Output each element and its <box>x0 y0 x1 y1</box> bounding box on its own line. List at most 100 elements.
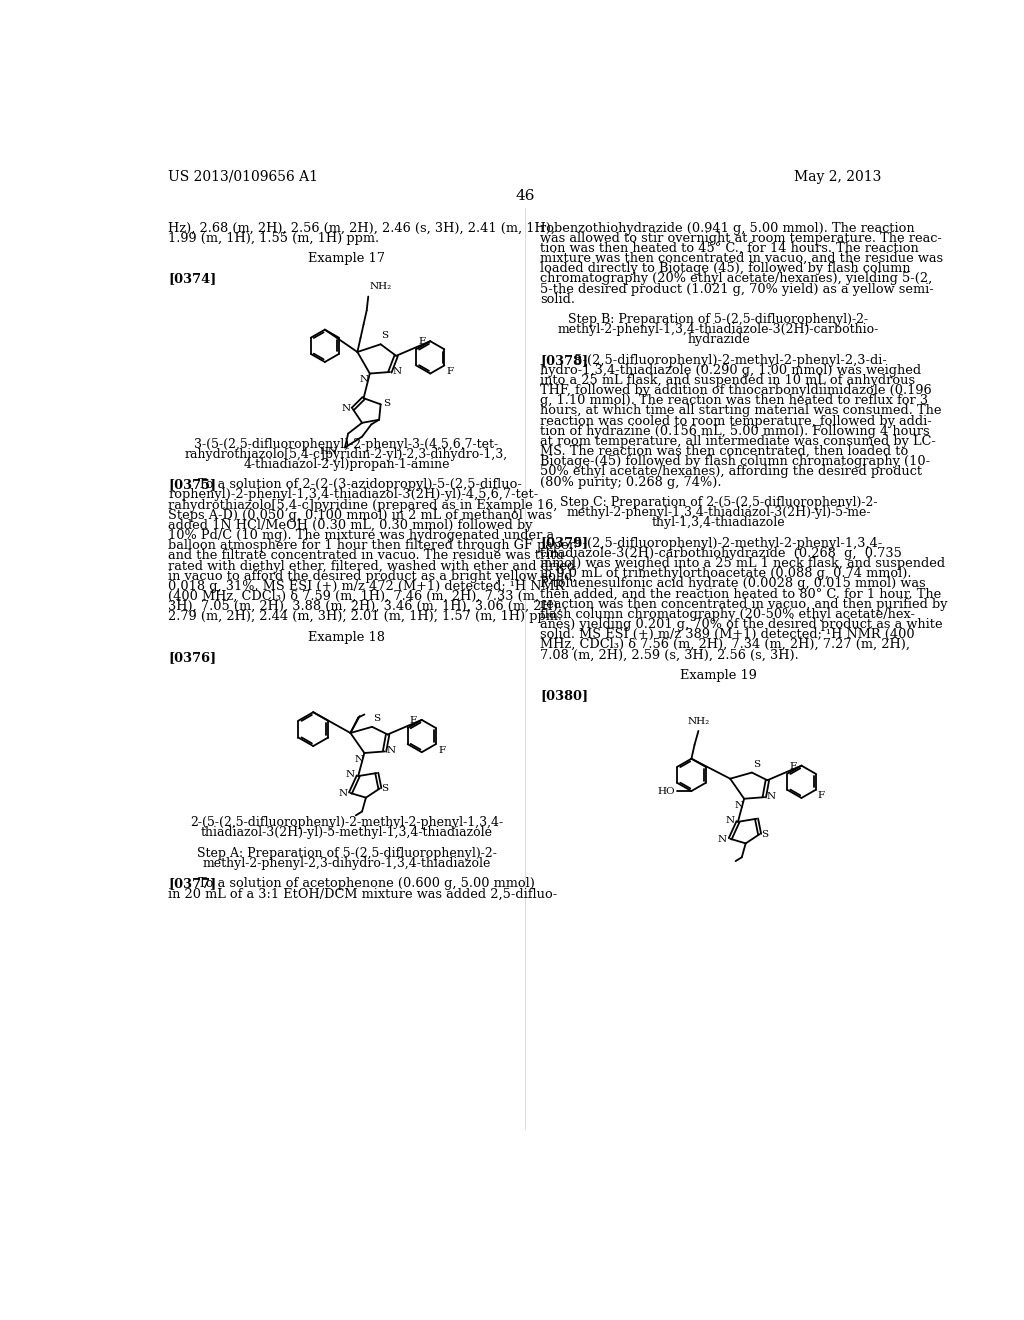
Text: anes) yielding 0.201 g, 70% of the desired product as a white: anes) yielding 0.201 g, 70% of the desir… <box>541 618 943 631</box>
Text: 2-(5-(2,5-difluorophenyl)-2-methyl-2-phenyl-1,3,4-: 2-(5-(2,5-difluorophenyl)-2-methyl-2-phe… <box>190 816 503 829</box>
Text: N: N <box>726 816 735 825</box>
Text: [0375]: [0375] <box>168 478 216 491</box>
Text: S: S <box>381 784 388 793</box>
Text: F: F <box>419 337 426 346</box>
Text: F: F <box>790 762 797 771</box>
Text: 4-thiadiazol-2-yl)propan-1-amine: 4-thiadiazol-2-yl)propan-1-amine <box>244 458 450 471</box>
Text: 5-(2,5-difluorophenyl)-2-methyl-2-phenyl-1,3,4-: 5-(2,5-difluorophenyl)-2-methyl-2-phenyl… <box>566 537 883 549</box>
Text: S: S <box>753 760 760 768</box>
Text: rophenyl)-2-phenyl-1,3,4-thiadiazol-3(2H)-yl)-4,5,6,7-tet-: rophenyl)-2-phenyl-1,3,4-thiadiazol-3(2H… <box>168 488 539 502</box>
Text: Step B: Preparation of 5-(2,5-difluorophenyl)-2-: Step B: Preparation of 5-(2,5-difluoroph… <box>568 313 868 326</box>
Text: N: N <box>346 770 355 779</box>
Text: mmol) was weighed into a 25 mL 1 neck flask, and suspended: mmol) was weighed into a 25 mL 1 neck fl… <box>541 557 945 570</box>
Text: tion of hydrazine (0.156 mL, 5.00 mmol). Following 4 hours: tion of hydrazine (0.156 mL, 5.00 mmol).… <box>541 425 930 438</box>
Text: thiadiazole-3(2H)-carbothiohydrazide  (0.268  g,  0.735: thiadiazole-3(2H)-carbothiohydrazide (0.… <box>541 546 902 560</box>
Text: HN: HN <box>319 446 337 455</box>
Text: [0376]: [0376] <box>168 651 216 664</box>
Text: N: N <box>734 801 743 810</box>
Text: rahydrothiazolo[5,4-c]pyridine (prepared as in Example 16,: rahydrothiazolo[5,4-c]pyridine (prepared… <box>168 499 558 512</box>
Text: 5-the desired product (1.021 g, 70% yield) as a yellow semi-: 5-the desired product (1.021 g, 70% yiel… <box>541 282 934 296</box>
Text: hours, at which time all starting material was consumed. The: hours, at which time all starting materi… <box>541 404 942 417</box>
Text: at room temperature, all intermediate was consumed by LC-: at room temperature, all intermediate wa… <box>541 436 936 447</box>
Text: F: F <box>438 746 445 755</box>
Text: methyl-2-phenyl-1,3,4-thiadiazol-3(2H)-yl)-5-me-: methyl-2-phenyl-1,3,4-thiadiazol-3(2H)-y… <box>566 506 870 519</box>
Text: F: F <box>410 715 417 725</box>
Text: Example 19: Example 19 <box>680 669 757 681</box>
Text: balloon atmosphere for 1 hour then filtered through GF paper: balloon atmosphere for 1 hour then filte… <box>168 540 575 552</box>
Text: N: N <box>354 755 364 764</box>
Text: S: S <box>761 830 768 838</box>
Text: 50% ethyl acetate/hexanes), affording the desired product: 50% ethyl acetate/hexanes), affording th… <box>541 466 923 478</box>
Text: loaded directly to Biotage (45), followed by flash column: loaded directly to Biotage (45), followe… <box>541 263 910 275</box>
Text: F: F <box>446 367 454 376</box>
Text: 3H), 7.05 (m, 2H), 3.88 (m, 2H), 3.46 (m, 1H), 3.06 (m, 2H),: 3H), 7.05 (m, 2H), 3.88 (m, 2H), 3.46 (m… <box>168 601 562 614</box>
Text: [0377]: [0377] <box>168 878 216 890</box>
Text: NH₂: NH₂ <box>687 717 710 726</box>
Text: in 9.0 mL of trimethylorthoacetate (0.088 g, 0.74 mmol).: in 9.0 mL of trimethylorthoacetate (0.08… <box>541 568 911 579</box>
Text: To a solution of acetophenone (0.600 g, 5.00 mmol): To a solution of acetophenone (0.600 g, … <box>194 878 535 890</box>
Text: thiadiazol-3(2H)-yl)-5-methyl-1,3,4-thiadiazole: thiadiazol-3(2H)-yl)-5-methyl-1,3,4-thia… <box>201 826 493 840</box>
Text: chromatography (20% ethyl acetate/hexanes), yielding 5-(2,: chromatography (20% ethyl acetate/hexane… <box>541 272 933 285</box>
Text: F: F <box>818 792 825 800</box>
Text: HO: HO <box>657 787 675 796</box>
Text: NH₂: NH₂ <box>370 282 392 292</box>
Text: [0380]: [0380] <box>541 689 589 702</box>
Text: mixture was then concentrated in vacuo, and the residue was: mixture was then concentrated in vacuo, … <box>541 252 943 265</box>
Text: May 2, 2013: May 2, 2013 <box>794 170 882 183</box>
Text: THF, followed by addition of thiocarbonyldiimidazole (0.196: THF, followed by addition of thiocarbony… <box>541 384 932 397</box>
Text: then added, and the reaction heated to 80° C. for 1 hour. The: then added, and the reaction heated to 8… <box>541 587 941 601</box>
Text: methyl-2-phenyl-2,3-dihydro-1,3,4-thiadiazole: methyl-2-phenyl-2,3-dihydro-1,3,4-thiadi… <box>203 857 490 870</box>
Text: [0374]: [0374] <box>168 272 216 285</box>
Text: MS. The reaction was then concentrated, then loaded to: MS. The reaction was then concentrated, … <box>541 445 908 458</box>
Text: reaction was then concentrated in vacuo, and then purified by: reaction was then concentrated in vacuo,… <box>541 598 948 611</box>
Text: Step C: Preparation of 2-(5-(2,5-difluorophenyl)-2-: Step C: Preparation of 2-(5-(2,5-difluor… <box>560 496 878 510</box>
Text: tion was then heated to 45° C., for 14 hours. The reaction: tion was then heated to 45° C., for 14 h… <box>541 242 920 255</box>
Text: [0378]: [0378] <box>541 354 589 367</box>
Text: g, 1.10 mmol). The reaction was then heated to reflux for 3: g, 1.10 mmol). The reaction was then hea… <box>541 395 929 408</box>
Text: rated with diethyl ether, filtered, washed with ether and dried: rated with diethyl ether, filtered, wash… <box>168 560 575 573</box>
Text: hydrazide: hydrazide <box>687 334 750 346</box>
Text: solid. MS ESI (+) m/z 389 (M+1) detected; ¹H NMR (400: solid. MS ESI (+) m/z 389 (M+1) detected… <box>541 628 914 642</box>
Text: 10% Pd/C (10 mg). The mixture was hydrogenated under a: 10% Pd/C (10 mg). The mixture was hydrog… <box>168 529 554 543</box>
Text: added 1N HCl/MeOH (0.30 mL, 0.30 mmol) followed by: added 1N HCl/MeOH (0.30 mL, 0.30 mmol) f… <box>168 519 532 532</box>
Text: and the filtrate concentrated in vacuo. The residue was tritu-: and the filtrate concentrated in vacuo. … <box>168 549 568 562</box>
Text: (80% purity; 0.268 g, 74%).: (80% purity; 0.268 g, 74%). <box>541 475 722 488</box>
Text: [0379]: [0379] <box>541 537 589 549</box>
Text: Step A: Preparation of 5-(2,5-difluorophenyl)-2-: Step A: Preparation of 5-(2,5-difluoroph… <box>197 847 497 859</box>
Text: hydro-1,3,4-thiadiazole (0.290 g, 1.00 mmol) was weighed: hydro-1,3,4-thiadiazole (0.290 g, 1.00 m… <box>541 364 922 376</box>
Text: 2.79 (m, 2H), 2.44 (m, 3H), 2.01 (m, 1H), 1.57 (m, 1H) ppm.: 2.79 (m, 2H), 2.44 (m, 3H), 2.01 (m, 1H)… <box>168 610 562 623</box>
Text: Hz), 2.68 (m, 2H), 2.56 (m, 2H), 2.46 (s, 3H), 2.41 (m, 1H),: Hz), 2.68 (m, 2H), 2.56 (m, 2H), 2.46 (s… <box>168 222 555 235</box>
Text: Example 18: Example 18 <box>308 631 385 644</box>
Text: flash column chromatography (20-50% ethyl acetate/hex-: flash column chromatography (20-50% ethy… <box>541 607 915 620</box>
Text: S: S <box>381 331 388 341</box>
Text: To a solution of 2-(2-(3-azidopropyl)-5-(2,5-difluo-: To a solution of 2-(2-(3-azidopropyl)-5-… <box>194 478 522 491</box>
Text: N: N <box>341 404 350 413</box>
Text: in 20 mL of a 3:1 EtOH/DCM mixture was added 2,5-difluo-: in 20 mL of a 3:1 EtOH/DCM mixture was a… <box>168 887 557 900</box>
Text: S: S <box>383 399 390 408</box>
Text: Example 17: Example 17 <box>308 252 385 265</box>
Text: N: N <box>387 746 396 755</box>
Text: N: N <box>359 375 369 384</box>
Text: 46: 46 <box>515 189 535 203</box>
Text: N: N <box>338 789 347 799</box>
Text: in vacuo to afford the desired product as a bright yellow solid,: in vacuo to afford the desired product a… <box>168 570 577 582</box>
Text: (400 MHz, CDCl₃) δ 7.59 (m, 1H), 7.46 (m, 2H), 7.33 (m,: (400 MHz, CDCl₃) δ 7.59 (m, 1H), 7.46 (m… <box>168 590 540 603</box>
Text: 7.08 (m, 2H), 2.59 (s, 3H), 2.56 (s, 3H).: 7.08 (m, 2H), 2.59 (s, 3H), 2.56 (s, 3H)… <box>541 648 799 661</box>
Text: N: N <box>718 836 727 843</box>
Text: robenzothiohydrazide (0.941 g, 5.00 mmol). The reaction: robenzothiohydrazide (0.941 g, 5.00 mmol… <box>541 222 914 235</box>
Text: N: N <box>767 792 776 801</box>
Text: solid.: solid. <box>541 293 575 306</box>
Text: reaction was cooled to room temperature, followed by addi-: reaction was cooled to room temperature,… <box>541 414 932 428</box>
Text: was allowed to stir overnight at room temperature. The reac-: was allowed to stir overnight at room te… <box>541 232 942 244</box>
Text: 3-(5-(2,5-difluorophenyl)-2-phenyl-3-(4,5,6,7-tet-: 3-(5-(2,5-difluorophenyl)-2-phenyl-3-(4,… <box>195 438 499 450</box>
Text: methyl-2-phenyl-1,3,4-thiadiazole-3(2H)-carbothio-: methyl-2-phenyl-1,3,4-thiadiazole-3(2H)-… <box>558 323 880 337</box>
Text: 5-(2,5-difluorophenyl)-2-methyl-2-phenyl-2,3-di-: 5-(2,5-difluorophenyl)-2-methyl-2-phenyl… <box>566 354 887 367</box>
Text: N: N <box>392 367 401 376</box>
Text: P-toluenesulfonic acid hydrate (0.0028 g, 0.015 mmol) was: P-toluenesulfonic acid hydrate (0.0028 g… <box>541 577 926 590</box>
Text: thyl-1,3,4-thiadiazole: thyl-1,3,4-thiadiazole <box>651 516 785 529</box>
Text: Biotage-(45) followed by flash column chromatography (10-: Biotage-(45) followed by flash column ch… <box>541 455 931 469</box>
Text: 1.99 (m, 1H), 1.55 (m, 1H) ppm.: 1.99 (m, 1H), 1.55 (m, 1H) ppm. <box>168 232 380 244</box>
Text: MHz, CDCl₃) δ 7.56 (m, 2H), 7.34 (m, 2H), 7.27 (m, 2H),: MHz, CDCl₃) δ 7.56 (m, 2H), 7.34 (m, 2H)… <box>541 639 910 651</box>
Text: rahydrothiazolo[5,4-c]pyridin-2-yl)-2,3-dihydro-1,3,: rahydrothiazolo[5,4-c]pyridin-2-yl)-2,3-… <box>185 447 508 461</box>
Text: US 2013/0109656 A1: US 2013/0109656 A1 <box>168 170 318 183</box>
